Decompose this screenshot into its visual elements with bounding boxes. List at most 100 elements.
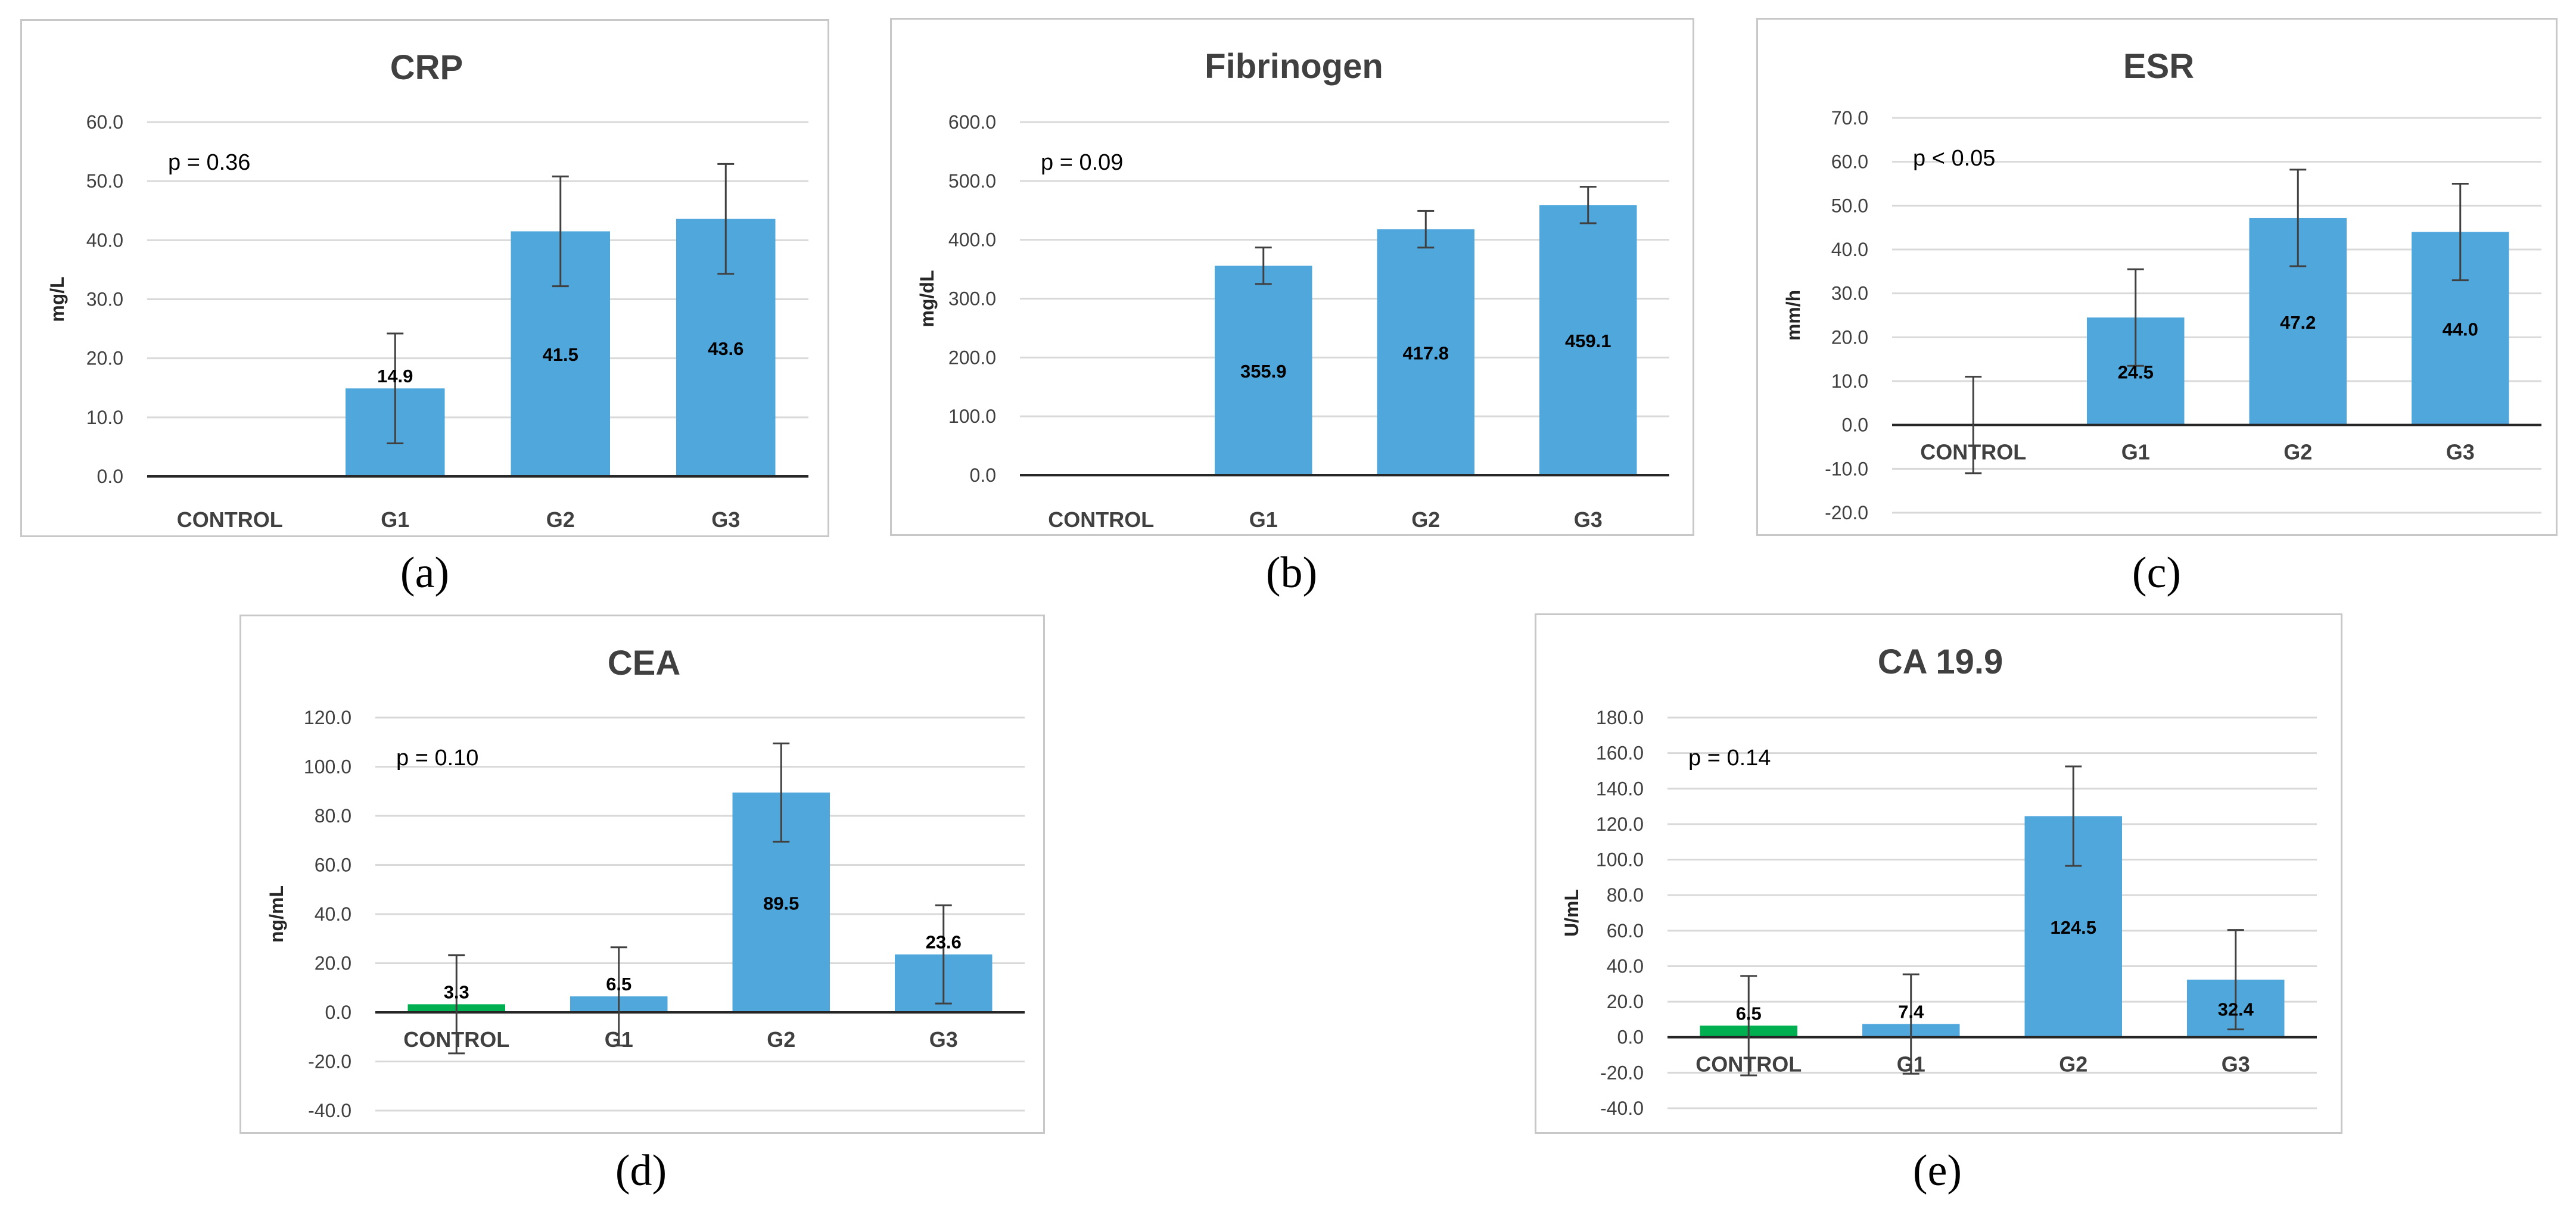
y-tick-label: 60.0 bbox=[1831, 151, 1868, 173]
y-tick-label: -10.0 bbox=[1825, 458, 1868, 479]
caption-a: (a) bbox=[400, 548, 450, 597]
data-label: 6.5 bbox=[606, 974, 631, 994]
error-bar-control bbox=[1740, 975, 1757, 1077]
error-bar-g2 bbox=[2289, 169, 2307, 267]
x-category-label: CONTROL bbox=[1695, 1052, 1802, 1077]
caption-b: (b) bbox=[1265, 548, 1318, 597]
error-bar-g1 bbox=[387, 332, 404, 444]
x-category-label: CONTROL bbox=[1048, 507, 1154, 532]
data-label: 23.6 bbox=[926, 932, 962, 953]
y-tick-label: 20.0 bbox=[1831, 326, 1868, 348]
chart-panel-fibrinogen: Fibrinogen 0.0 100.0 200.0 300.0 400.0 500.0 60… bbox=[890, 18, 1694, 536]
y-tick-label: -40.0 bbox=[1600, 1098, 1644, 1119]
chart-panel-cea: CEA -40.0 -20.0 0.0 20.0 40.0 60.0 80.0 100.0 120… bbox=[239, 615, 1045, 1134]
data-label: 47.2 bbox=[2280, 312, 2316, 333]
y-tick-label: 120.0 bbox=[1596, 813, 1644, 835]
chart-svg-cea: CEA -40.0 -20.0 0.0 20.0 40.0 60.0 80.0 100.0 120… bbox=[266, 644, 1025, 1121]
y-tick-label: 100.0 bbox=[304, 756, 351, 778]
data-label: 355.9 bbox=[1240, 361, 1287, 382]
x-category-label: G2 bbox=[767, 1027, 795, 1052]
x-category-label: G2 bbox=[546, 507, 575, 532]
error-bar-g3 bbox=[2451, 183, 2469, 282]
y-tick-label: 100.0 bbox=[948, 406, 996, 427]
p-value-annotation: p = 0.09 bbox=[1041, 150, 1123, 175]
y-tick-label: -20.0 bbox=[308, 1051, 351, 1073]
error-bar-control bbox=[1965, 376, 1982, 475]
error-bar-g1 bbox=[610, 946, 627, 1047]
error-bar-g1 bbox=[2127, 268, 2144, 367]
chart-title: ESR bbox=[2123, 47, 2194, 86]
y-tick-label: 20.0 bbox=[86, 348, 123, 369]
x-category-label: G1 bbox=[1897, 1052, 1925, 1077]
y-tick-label: 10.0 bbox=[86, 407, 123, 428]
y-tick-label: 180.0 bbox=[1596, 707, 1644, 728]
y-tick-label: -20.0 bbox=[1600, 1062, 1644, 1083]
y-tick-label: 300.0 bbox=[948, 288, 996, 310]
error-bar-g3 bbox=[1579, 186, 1597, 225]
y-tick-label: 50.0 bbox=[1831, 195, 1868, 216]
y-tick-label: 140.0 bbox=[1596, 778, 1644, 799]
y-tick-label: 80.0 bbox=[315, 805, 351, 827]
y-tick-label: 70.0 bbox=[1831, 107, 1868, 129]
chart-svg-fibrinogen: Fibrinogen 0.0 100.0 200.0 300.0 400.0 500.0 60… bbox=[916, 47, 1669, 532]
error-bar-g2 bbox=[773, 742, 790, 843]
error-bar-g2 bbox=[552, 175, 569, 288]
data-label: 6.5 bbox=[1736, 1003, 1762, 1024]
y-axis-label: ng/mL bbox=[266, 886, 287, 943]
data-label: 417.8 bbox=[1402, 343, 1449, 364]
data-label: 44.0 bbox=[2443, 319, 2478, 340]
y-tick-label: 60.0 bbox=[86, 111, 123, 133]
chart-svg-ca199: CA 19.9 -40.0 -20.0 0.0 20.0 40.0 60.0 80.0 100.… bbox=[1561, 643, 2317, 1119]
y-tick-label: 80.0 bbox=[1607, 884, 1644, 906]
x-category-label: G3 bbox=[711, 507, 740, 532]
x-category-label: G2 bbox=[2059, 1052, 2087, 1077]
y-tick-label: 50.0 bbox=[86, 170, 123, 192]
x-category-label: CONTROL bbox=[403, 1027, 509, 1052]
p-value-annotation: p = 0.10 bbox=[396, 746, 478, 771]
chart-title: CEA bbox=[608, 644, 680, 682]
chart-title: CA 19.9 bbox=[1878, 643, 2003, 681]
chart-panel-crp: CRP 0.0 10.0 20.0 30.0 40.0 50.0 60.0 mg/L p = 0.… bbox=[20, 19, 829, 537]
data-label: 3.3 bbox=[444, 981, 469, 1002]
data-label: 14.9 bbox=[377, 366, 413, 386]
x-category-label: G1 bbox=[605, 1027, 633, 1052]
x-category-label: CONTROL bbox=[177, 507, 283, 532]
y-tick-label: 60.0 bbox=[315, 855, 351, 876]
error-bar-g2 bbox=[2065, 765, 2082, 867]
chart-title: Fibrinogen bbox=[1205, 47, 1383, 86]
y-tick-label: 0.0 bbox=[970, 464, 996, 486]
y-tick-label: -20.0 bbox=[1825, 502, 1868, 523]
data-label: 43.6 bbox=[708, 338, 743, 359]
y-tick-label: 200.0 bbox=[948, 347, 996, 368]
y-tick-label: 30.0 bbox=[86, 289, 123, 310]
x-category-label: G3 bbox=[2222, 1052, 2250, 1077]
data-label: 32.4 bbox=[2218, 999, 2254, 1020]
error-bar-g1 bbox=[1255, 247, 1272, 285]
x-category-label: G1 bbox=[381, 507, 409, 532]
caption-d: (d) bbox=[615, 1146, 667, 1195]
y-tick-label: 600.0 bbox=[948, 111, 996, 133]
y-tick-label: 500.0 bbox=[948, 170, 996, 192]
bar-g1 bbox=[1215, 266, 1312, 475]
y-tick-label: 10.0 bbox=[1831, 370, 1868, 392]
y-tick-label: -40.0 bbox=[308, 1100, 351, 1121]
p-value-annotation: p = 0.36 bbox=[168, 150, 250, 175]
p-value-annotation: p < 0.05 bbox=[1913, 146, 1995, 171]
error-bar-g3 bbox=[935, 904, 952, 1005]
x-category-label: G2 bbox=[2283, 440, 2312, 464]
chart-panel-esr: ESR -20.0 -10.0 0.0 10.0 20.0 30.0 40.0 50.0 60.0… bbox=[1756, 18, 2558, 536]
p-value-annotation: p = 0.14 bbox=[1688, 746, 1771, 771]
x-category-label: G3 bbox=[1574, 507, 1603, 532]
x-category-label: G2 bbox=[1411, 507, 1440, 532]
data-label: 7.4 bbox=[1898, 1002, 1924, 1022]
error-bar-control bbox=[448, 954, 465, 1055]
data-label: 24.5 bbox=[2118, 361, 2154, 382]
bar-g3 bbox=[1539, 205, 1637, 475]
data-label: 41.5 bbox=[543, 344, 578, 365]
error-bar-g3 bbox=[717, 163, 735, 275]
y-tick-label: 60.0 bbox=[1607, 920, 1644, 941]
y-axis-label: mg/dL bbox=[916, 270, 938, 328]
x-category-label: G1 bbox=[2121, 440, 2150, 464]
y-tick-label: 30.0 bbox=[1831, 283, 1868, 304]
caption-e: (e) bbox=[1912, 1146, 1962, 1195]
